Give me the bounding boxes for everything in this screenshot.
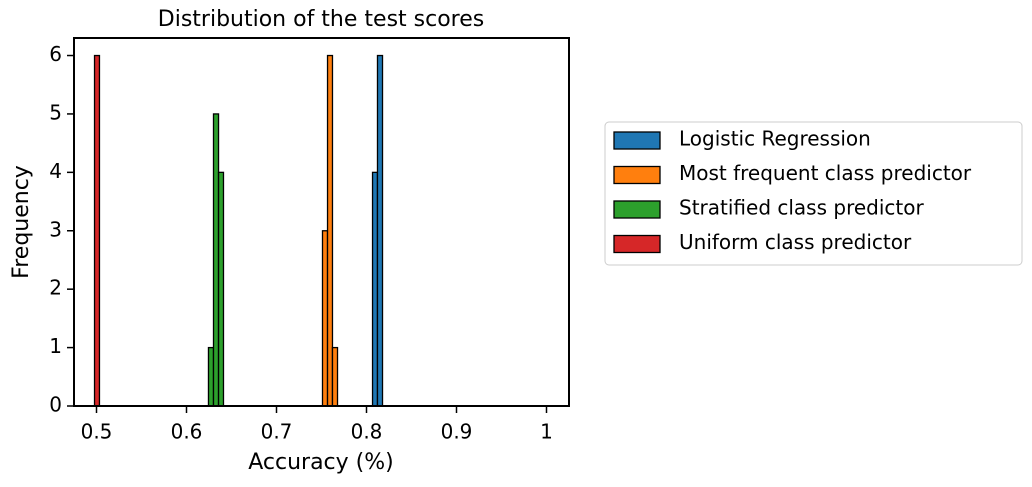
y-tick-label: 0 <box>49 393 62 417</box>
bar <box>217 171 225 407</box>
y-axis-label: Frequency <box>9 165 34 279</box>
bar <box>93 54 101 407</box>
bar <box>207 346 215 407</box>
x-tick-label: 0.7 <box>261 420 293 444</box>
bar <box>376 54 384 407</box>
y-tick-label: 3 <box>49 217 62 241</box>
bar <box>326 54 334 407</box>
plot-frame <box>73 37 570 407</box>
legend-swatch <box>613 200 661 219</box>
bar <box>331 346 339 407</box>
x-tick-label: 0.5 <box>81 420 113 444</box>
legend-label: Most frequent class predictor <box>679 161 972 185</box>
x-tick-label: 0.6 <box>171 420 203 444</box>
legend-label: Stratified class predictor <box>679 196 924 220</box>
bar <box>321 230 329 407</box>
x-tick-label: 0.8 <box>351 420 383 444</box>
chart-title: Distribution of the test scores <box>158 7 484 32</box>
legend-swatch <box>613 165 661 185</box>
y-tick-label: 2 <box>49 276 62 300</box>
x-tick-label: 0.9 <box>441 420 473 444</box>
legend-swatch <box>613 234 661 254</box>
y-tick-label: 5 <box>49 100 62 124</box>
y-tick-label: 4 <box>49 159 62 183</box>
legend-box <box>604 121 1023 266</box>
bar <box>212 113 220 407</box>
y-tick-label: 1 <box>49 334 62 358</box>
x-tick-label: 1 <box>540 420 553 444</box>
legend-label: Logistic Regression <box>679 127 871 151</box>
y-tick-label: 6 <box>49 42 62 66</box>
legend-swatch <box>613 131 661 150</box>
x-axis-label: Accuracy (%) <box>248 450 394 475</box>
legend-label: Uniform class predictor <box>679 230 912 254</box>
bar <box>371 171 379 407</box>
